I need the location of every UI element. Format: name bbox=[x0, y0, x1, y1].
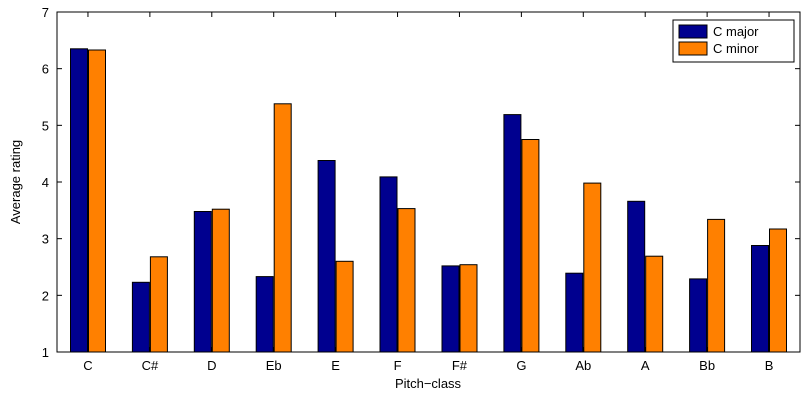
bar-minor-1 bbox=[149, 256, 168, 353]
plot-frame bbox=[56, 11, 801, 353]
bar-minor-4 bbox=[335, 260, 354, 353]
legend-swatch-minor bbox=[678, 41, 708, 56]
axes-group: C C# D Eb E F F# G Ab A Bb B 1 2 3 4 5 6 7 bbox=[42, 5, 800, 373]
bar-minor-0 bbox=[88, 49, 106, 353]
bar-major-9 bbox=[627, 200, 646, 353]
y-tick-label: 5 bbox=[42, 118, 49, 133]
legend: C major C minor bbox=[672, 19, 795, 63]
bar-major-7 bbox=[503, 114, 522, 353]
bar-major-5 bbox=[379, 176, 398, 353]
y-axis-label: Average rating bbox=[8, 140, 23, 224]
y-tick-label: 1 bbox=[42, 345, 49, 360]
bar-minor-11 bbox=[769, 228, 787, 353]
y-tick-label: 2 bbox=[42, 288, 49, 303]
bar-major-1 bbox=[131, 281, 150, 353]
y-tick-label: 6 bbox=[42, 62, 49, 77]
bar-major-2 bbox=[193, 211, 212, 353]
x-tick-label: F# bbox=[452, 358, 468, 373]
bar-minor-3 bbox=[273, 103, 292, 353]
bar-minor-2 bbox=[211, 208, 230, 353]
bar-minor-10 bbox=[707, 218, 726, 353]
bar-major-3 bbox=[255, 276, 274, 353]
bars-group bbox=[70, 48, 787, 353]
bar-minor-8 bbox=[583, 182, 602, 353]
legend-label-minor: C minor bbox=[713, 41, 759, 56]
bar-major-4 bbox=[317, 160, 336, 353]
bar-major-8 bbox=[565, 272, 584, 353]
x-tick-label: G bbox=[516, 358, 526, 373]
y-tick-label: 7 bbox=[42, 5, 49, 20]
x-tick-label: B bbox=[765, 358, 774, 373]
x-tick-label: C# bbox=[142, 358, 159, 373]
x-tick-label: F bbox=[394, 358, 402, 373]
bar-minor-9 bbox=[645, 255, 664, 353]
bar-major-10 bbox=[689, 278, 708, 353]
plot-background bbox=[57, 12, 800, 352]
bar-minor-5 bbox=[397, 208, 416, 353]
bar-major-11 bbox=[751, 245, 769, 353]
bar-major-0 bbox=[70, 48, 88, 353]
x-tick-label: Ab bbox=[575, 358, 591, 373]
legend-label-major: C major bbox=[713, 24, 759, 39]
y-tick-label: 3 bbox=[42, 232, 49, 247]
x-tick-label: D bbox=[207, 358, 216, 373]
bar-major-6 bbox=[441, 265, 460, 353]
x-tick-label: E bbox=[331, 358, 340, 373]
y-tick-label: 4 bbox=[42, 175, 49, 190]
bar-minor-6 bbox=[459, 264, 478, 353]
x-axis-label: Pitch−class bbox=[395, 376, 462, 391]
x-tick-label: C bbox=[83, 358, 92, 373]
x-tick-label: Bb bbox=[699, 358, 715, 373]
x-tick-label: A bbox=[641, 358, 650, 373]
bar-minor-7 bbox=[521, 139, 540, 353]
legend-swatch-major bbox=[678, 24, 708, 39]
x-tick-label: Eb bbox=[266, 358, 282, 373]
